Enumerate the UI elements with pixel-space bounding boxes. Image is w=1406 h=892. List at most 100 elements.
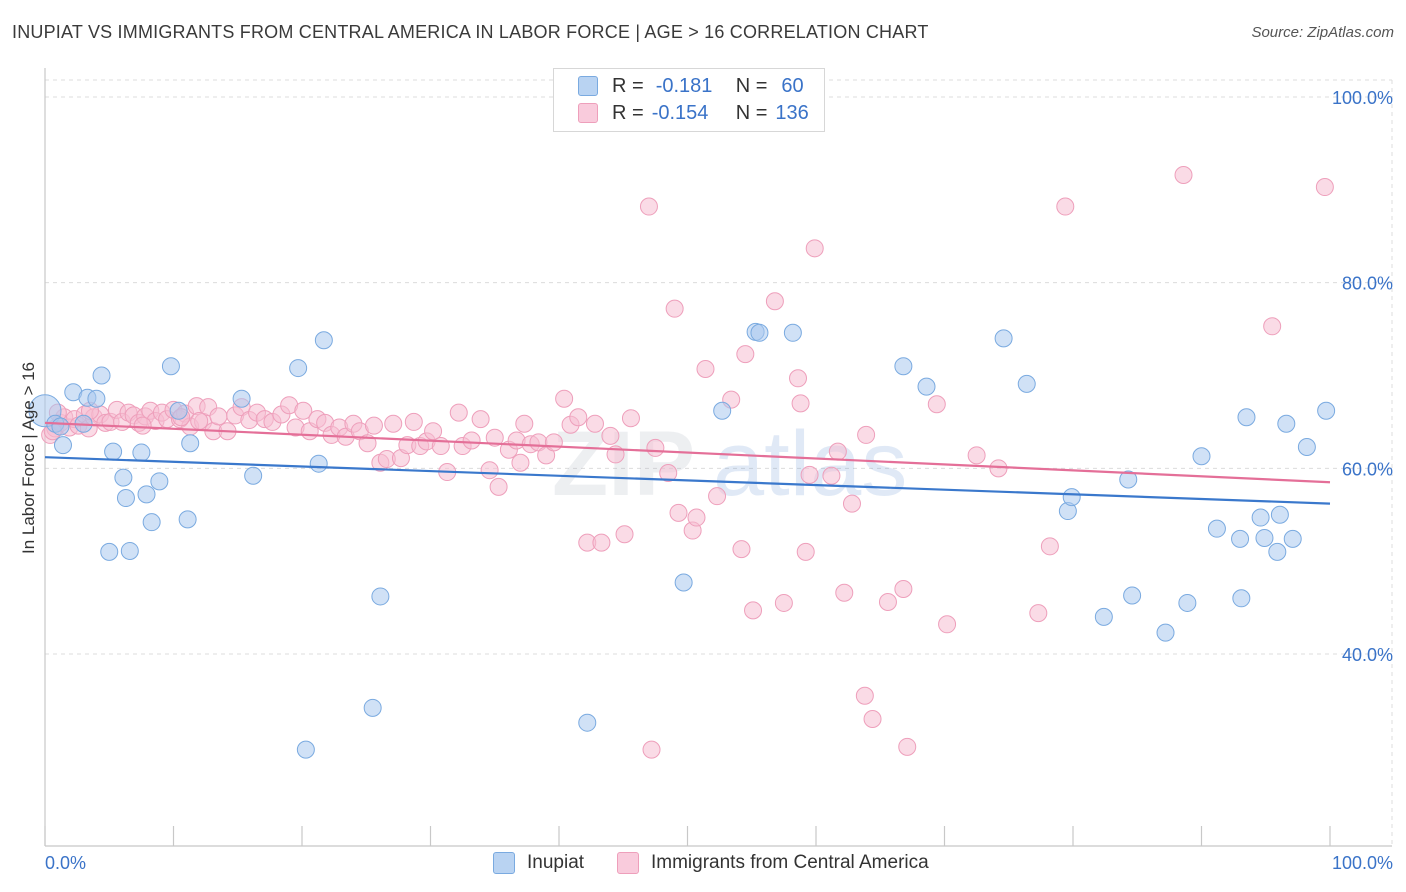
- x-tick-label-max: 100.0%: [1332, 853, 1393, 873]
- data-point-inupiat: [289, 359, 308, 378]
- legend-n-value: 136: [775, 101, 809, 124]
- data-point-immigrants: [585, 414, 604, 433]
- data-point-immigrants: [515, 414, 534, 433]
- series-inupiat: [28, 322, 1336, 759]
- y-tick-label: 100.0%: [1332, 88, 1393, 108]
- data-point-immigrants: [642, 740, 661, 759]
- data-point-immigrants: [855, 686, 874, 705]
- source-label: Source: ZipAtlas.com: [1251, 24, 1394, 41]
- data-point-inupiat: [161, 357, 180, 376]
- legend-row-immigrants: R = -0.154 N = 136: [578, 100, 809, 126]
- bottom-legend-label: Inupiat: [527, 852, 585, 873]
- data-point-inupiat: [1251, 508, 1270, 527]
- data-point-immigrants: [601, 426, 620, 445]
- data-point-inupiat: [1017, 374, 1036, 393]
- x-tick-label-min: 0.0%: [45, 853, 86, 873]
- data-point-inupiat: [371, 587, 390, 606]
- axes: [44, 68, 1392, 847]
- data-point-immigrants: [927, 395, 946, 414]
- y-tick-label: 80.0%: [1342, 274, 1393, 294]
- data-point-immigrants: [774, 593, 793, 612]
- data-point-immigrants: [1174, 165, 1193, 184]
- data-point-immigrants: [471, 410, 490, 429]
- axis-labels: 40.0% 60.0% 80.0% 100.0% 0.0% 100.0% In Labor …: [19, 88, 1393, 873]
- data-point-immigrants: [569, 408, 588, 427]
- data-point-immigrants: [364, 416, 383, 435]
- data-point-immigrants: [842, 494, 861, 513]
- data-point-inupiat: [314, 331, 333, 350]
- y-tick-label: 40.0%: [1342, 645, 1393, 665]
- data-point-inupiat: [150, 472, 169, 491]
- data-point-immigrants: [294, 401, 313, 420]
- data-point-inupiat: [1232, 589, 1251, 608]
- data-point-inupiat: [994, 329, 1013, 348]
- data-point-inupiat: [1062, 488, 1081, 507]
- data-point-immigrants: [989, 459, 1008, 478]
- data-point-inupiat: [363, 698, 382, 717]
- data-point-immigrants: [765, 292, 784, 311]
- data-point-inupiat: [1277, 414, 1296, 433]
- data-point-immigrants: [805, 239, 824, 258]
- legend-n-label: N =: [735, 101, 768, 124]
- data-point-inupiat: [142, 513, 161, 532]
- legend-r-label: R =: [612, 101, 644, 124]
- legend-row-inupiat: R = -0.181 N = 60: [578, 73, 804, 99]
- data-point-immigrants: [615, 525, 634, 544]
- data-point-immigrants: [687, 508, 706, 527]
- data-point-inupiat: [1119, 470, 1138, 489]
- data-point-immigrants: [480, 461, 499, 480]
- data-point-inupiat: [1268, 542, 1287, 561]
- data-point-immigrants: [544, 433, 563, 452]
- trend-line-inupiat: [44, 456, 1331, 505]
- legend-n-value: 60: [781, 74, 804, 97]
- data-point-inupiat: [92, 366, 111, 385]
- data-point-inupiat: [309, 454, 328, 473]
- data-point-immigrants: [736, 345, 755, 364]
- data-point-immigrants: [462, 431, 481, 450]
- data-point-inupiat: [1156, 623, 1175, 642]
- data-point-inupiat: [674, 573, 693, 592]
- legend-n-label: N =: [735, 74, 768, 97]
- data-point-inupiat: [51, 417, 70, 436]
- data-point-immigrants: [592, 533, 611, 552]
- data-point-inupiat: [1283, 529, 1302, 548]
- data-point-immigrants: [744, 601, 763, 620]
- data-point-immigrants: [967, 446, 986, 465]
- data-point-immigrants: [665, 299, 684, 318]
- data-point-immigrants: [894, 580, 913, 599]
- trend-line-immigrants: [44, 421, 1331, 484]
- data-point-immigrants: [696, 360, 715, 379]
- data-point-immigrants: [1263, 317, 1282, 336]
- data-point-inupiat: [1192, 447, 1211, 466]
- legend-r-label: R =: [612, 74, 644, 97]
- data-point-inupiat: [1297, 437, 1316, 456]
- data-point-inupiat: [232, 389, 251, 408]
- data-point-immigrants: [485, 428, 504, 447]
- bottom-legend-immigrants: Immigrants from Central America: [617, 852, 929, 874]
- data-point-immigrants: [796, 542, 815, 561]
- data-point-immigrants: [898, 737, 917, 756]
- data-point-immigrants: [621, 409, 640, 428]
- bottom-legend-inupiat: Inupiat: [493, 852, 584, 874]
- data-point-inupiat: [116, 489, 135, 508]
- data-point-inupiat: [53, 436, 72, 455]
- legend-r-value: -0.181: [655, 74, 713, 97]
- data-point-immigrants: [863, 709, 882, 728]
- data-point-inupiat: [178, 510, 197, 529]
- data-point-immigrants: [789, 369, 808, 388]
- legend-r-value: -0.154: [651, 101, 709, 124]
- data-point-immigrants: [822, 466, 841, 485]
- data-point-inupiat: [783, 323, 802, 342]
- data-point-inupiat: [894, 357, 913, 376]
- data-point-inupiat: [87, 389, 106, 408]
- data-point-immigrants: [800, 465, 819, 484]
- data-point-immigrants: [878, 593, 897, 612]
- data-point-immigrants: [1029, 604, 1048, 623]
- data-point-immigrants: [424, 422, 443, 441]
- data-point-immigrants: [209, 407, 228, 426]
- bottom-legend-swatch-pink: [617, 852, 639, 874]
- data-point-immigrants: [404, 412, 423, 431]
- legend-swatch-blue: [578, 76, 598, 96]
- data-point-inupiat: [104, 442, 123, 461]
